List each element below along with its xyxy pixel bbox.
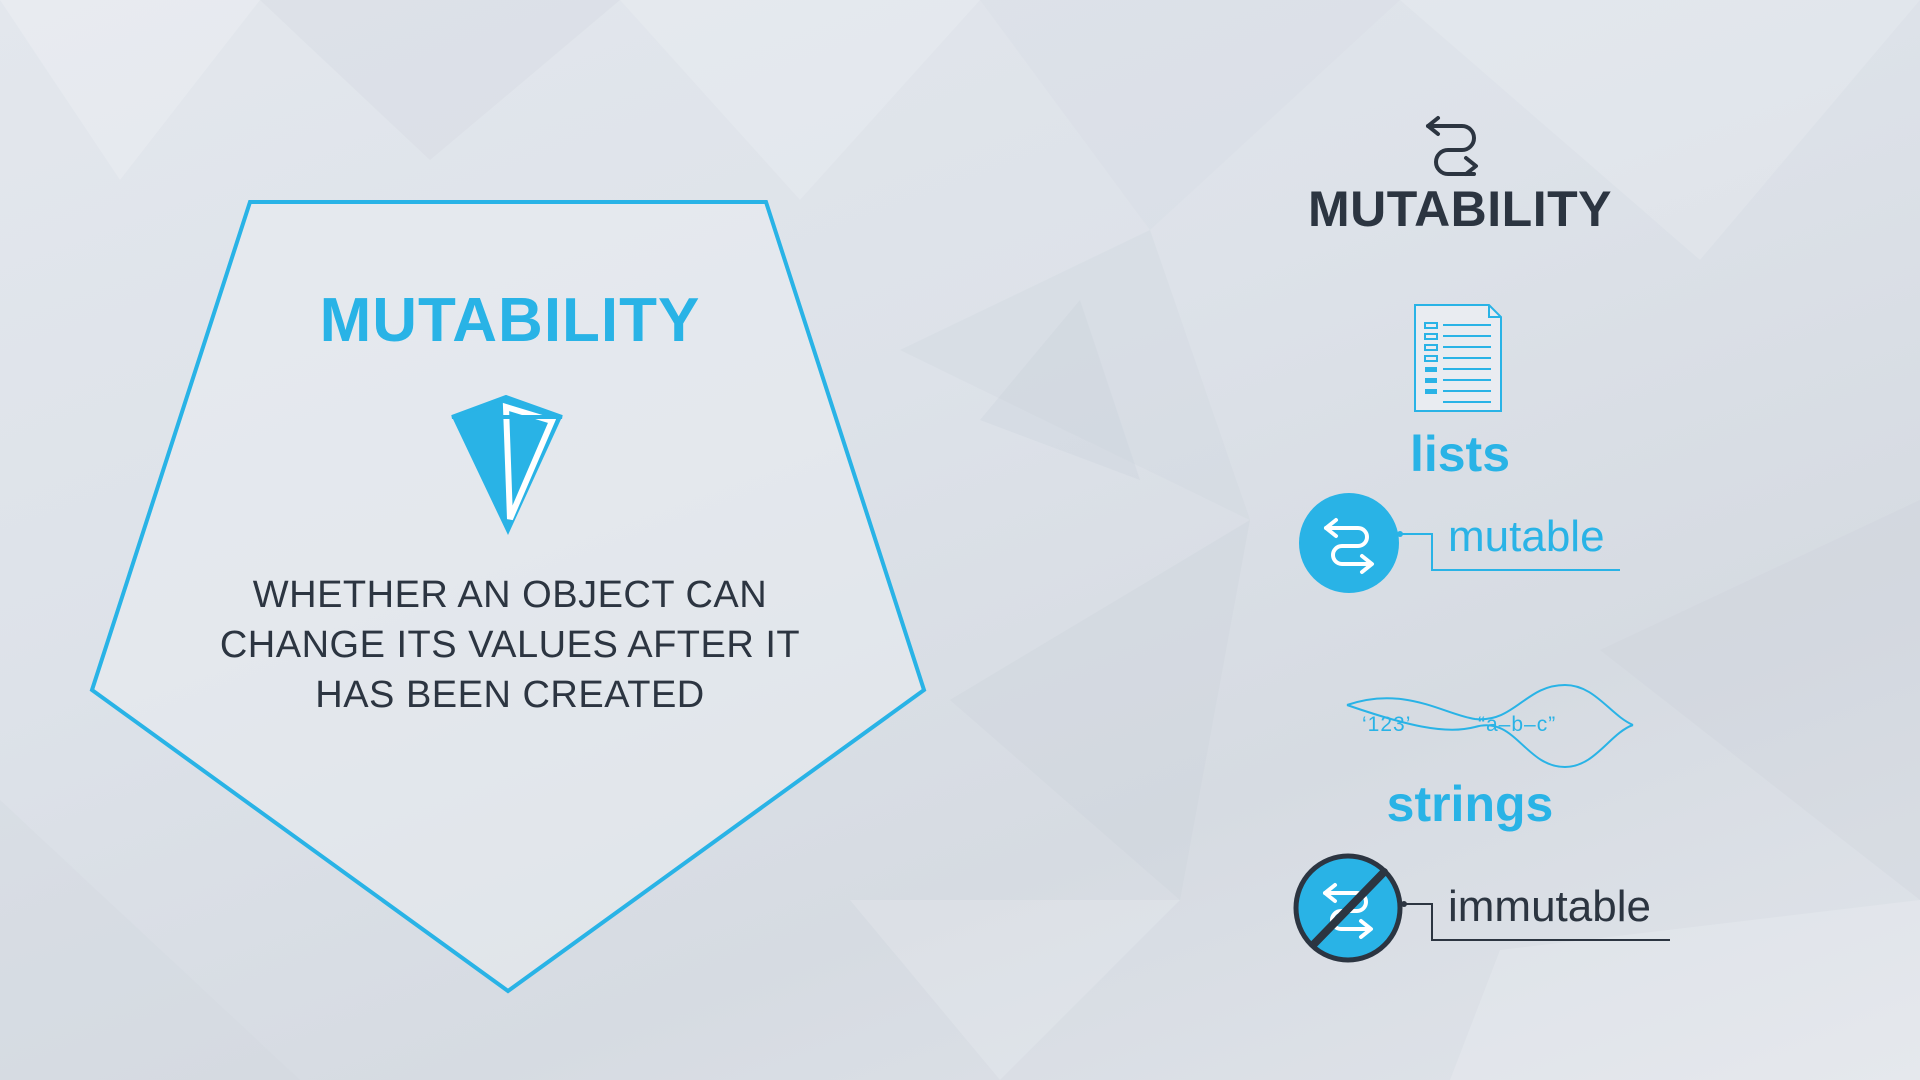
string-example-2: “a–b–c”: [1478, 713, 1557, 736]
pointer-gem-icon: [451, 395, 563, 535]
summary-title: MUTABILITY: [1307, 181, 1613, 237]
definition-line-3: HAS BEEN CREATED: [315, 674, 705, 716]
mutable-connector: [1397, 531, 1620, 571]
definition-text: WHETHER AN OBJECT CAN CHANGE ITS VALUES …: [195, 570, 825, 720]
definition-title: MUTABILITY: [319, 286, 701, 355]
swap-arrows-icon: [1426, 116, 1478, 176]
strings-label: strings: [1386, 776, 1554, 832]
string-wave-icon: [1346, 683, 1634, 769]
immutable-label: immutable: [1448, 882, 1651, 931]
mutable-label: mutable: [1448, 512, 1605, 561]
swap-arrows-circle-icon: [1299, 493, 1399, 593]
document-list-icon: [1414, 304, 1502, 412]
lists-label: lists: [1409, 426, 1511, 482]
swap-arrows-crossed-icon: [1293, 853, 1403, 963]
string-example-1: ‘123’: [1362, 713, 1412, 736]
definition-line-2: CHANGE ITS VALUES AFTER IT: [219, 624, 801, 666]
definition-line-1: WHETHER AN OBJECT CAN: [252, 574, 768, 616]
immutable-connector: [1401, 901, 1670, 941]
